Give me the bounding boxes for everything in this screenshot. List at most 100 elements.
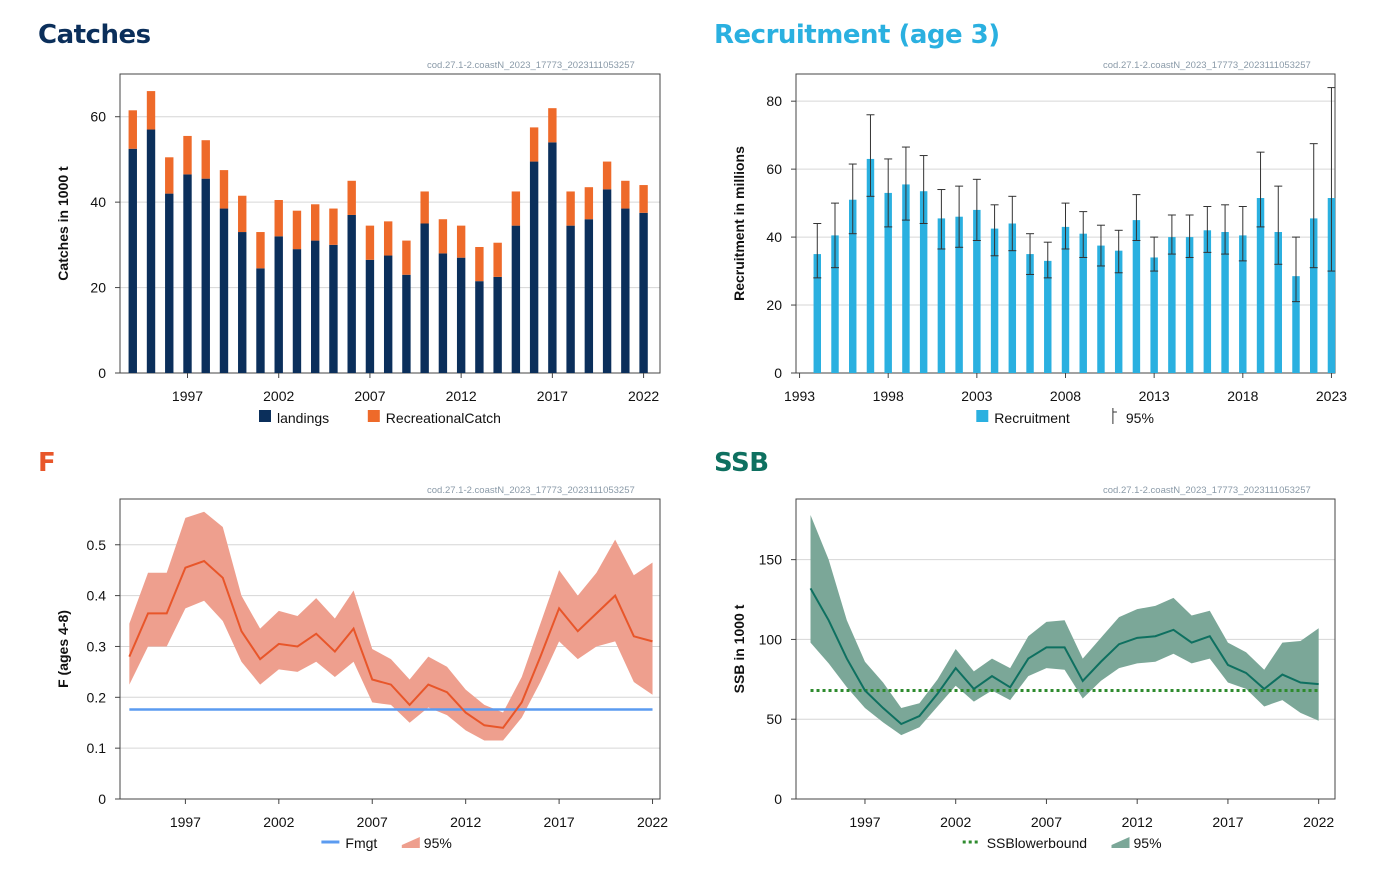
bar-recruitment (849, 199, 857, 373)
bar-recruitment (866, 158, 875, 373)
y-tick-label: 60 (90, 109, 106, 125)
bar-recruitment (973, 209, 981, 373)
x-tick-label: 2003 (961, 388, 992, 404)
bar-recreationalcatch (365, 225, 375, 260)
chart-source-id: cod.27.1-2.coastN_2023_17773_20231110532… (427, 60, 635, 71)
bar-recruitment (1274, 231, 1282, 373)
y-tick-label: 20 (766, 297, 782, 313)
y-tick-label: 0.1 (87, 740, 107, 756)
bar-recreationalcatch (183, 135, 192, 175)
bar-landings (566, 225, 575, 373)
bar-recruitment (1150, 257, 1158, 373)
legend-label: Fmgt (345, 835, 377, 851)
bar-recruitment (1185, 237, 1194, 373)
bar-landings (292, 249, 302, 373)
x-tick-label: 2022 (637, 814, 668, 830)
x-tick-label: 1997 (849, 814, 880, 830)
y-tick-label: 80 (766, 93, 782, 109)
bar-recreationalcatch (165, 157, 174, 194)
bar-recruitment (937, 218, 946, 373)
panel-title: SSB (714, 448, 769, 478)
legend: Recruitment 95% (976, 408, 1154, 426)
y-axis-label: Catches in 1000 t (55, 166, 71, 281)
bar-recruitment (1114, 250, 1123, 373)
bar-recruitment (990, 228, 999, 373)
bar-landings (602, 189, 612, 373)
x-tick-label: 1997 (170, 814, 201, 830)
y-tick-label: 150 (759, 552, 783, 568)
x-tick-label: 2012 (1122, 814, 1153, 830)
bar-recreationalcatch (584, 187, 594, 220)
bar-recreationalcatch (238, 195, 247, 233)
y-tick-label: 0.5 (87, 537, 107, 553)
x-tick-label: 2012 (450, 814, 481, 830)
bar-landings (165, 193, 174, 373)
bar-recruitment (1097, 245, 1105, 373)
legend-label: 95% (424, 835, 452, 851)
bar-recruitment (1008, 223, 1017, 373)
bar-landings (201, 178, 210, 373)
x-tick-label: 2017 (537, 388, 568, 404)
y-axis-label: SSB in 1000 t (731, 604, 747, 693)
plot-frame (795, 498, 1336, 800)
legend-swatch (1111, 837, 1130, 848)
bar-recruitment (1079, 233, 1087, 373)
bar-landings (402, 274, 411, 373)
x-tick-label: 2002 (263, 814, 294, 830)
f-panel: F cod.27.1-2.coastN_2023_17773_202311105… (0, 440, 695, 873)
bar-landings (128, 148, 137, 373)
bar-landings (383, 255, 393, 373)
confidence-band (129, 511, 653, 741)
bar-recreationalcatch (456, 225, 466, 258)
x-tick-label: 2013 (1139, 388, 1170, 404)
bar-recruitment (955, 216, 963, 373)
y-tick-label: 0 (98, 791, 106, 807)
bar-landings (548, 142, 557, 373)
legend: landings RecreationalCatch (259, 410, 501, 426)
bar-recreationalcatch (438, 219, 448, 254)
x-tick-label: 2023 (1316, 388, 1347, 404)
bar-landings (529, 161, 539, 373)
x-tick-label: 1993 (784, 388, 815, 404)
bar-landings (347, 214, 356, 373)
legend-swatch (976, 410, 989, 422)
bar-recruitment (1310, 218, 1318, 373)
bar-recreationalcatch (475, 246, 484, 282)
x-tick-label: 2008 (1050, 388, 1081, 404)
bar-recruitment (1239, 235, 1247, 373)
y-tick-label: 0.3 (87, 638, 107, 654)
bar-recreationalcatch (621, 180, 630, 209)
bar-landings (219, 208, 229, 373)
bar-recreationalcatch (256, 232, 265, 269)
bar-landings (183, 174, 192, 373)
bar-landings (621, 208, 630, 373)
bar-recruitment (1132, 220, 1141, 373)
bar-landings (511, 225, 521, 373)
x-tick-label: 2017 (544, 814, 575, 830)
bar-recreationalcatch (311, 204, 320, 241)
y-tick-label: 60 (766, 161, 782, 177)
bar-recreationalcatch (201, 140, 210, 179)
y-tick-label: 40 (90, 194, 106, 210)
bar-landings (274, 236, 283, 373)
x-tick-label: 2012 (446, 388, 477, 404)
bar-recreationalcatch (347, 180, 356, 215)
x-tick-label: 2007 (357, 814, 388, 830)
x-tick-label: 2018 (1227, 388, 1258, 404)
bar-recreationalcatch (274, 200, 283, 237)
legend-swatch (367, 410, 380, 422)
bar-recreationalcatch (420, 191, 429, 224)
bar-recruitment (884, 192, 892, 373)
bar-recreationalcatch (602, 161, 612, 190)
bar-landings (493, 276, 502, 373)
bar-recruitment (1203, 230, 1212, 373)
bar-recruitment (831, 235, 839, 373)
bar-landings (456, 257, 466, 373)
catches-chart: 0 20 40 60 1997 2002 2007 2012 2017 2022 Catches i… (55, 73, 661, 426)
ssb-panel: SSB cod.27.1-2.coastN_2023_17773_2023111… (695, 440, 1390, 873)
y-tick-label: 0.4 (87, 588, 107, 604)
legend-label: Recruitment (994, 410, 1070, 426)
bar-recreationalcatch (529, 127, 539, 162)
bar-landings (146, 129, 156, 373)
legend-swatch (401, 837, 420, 848)
